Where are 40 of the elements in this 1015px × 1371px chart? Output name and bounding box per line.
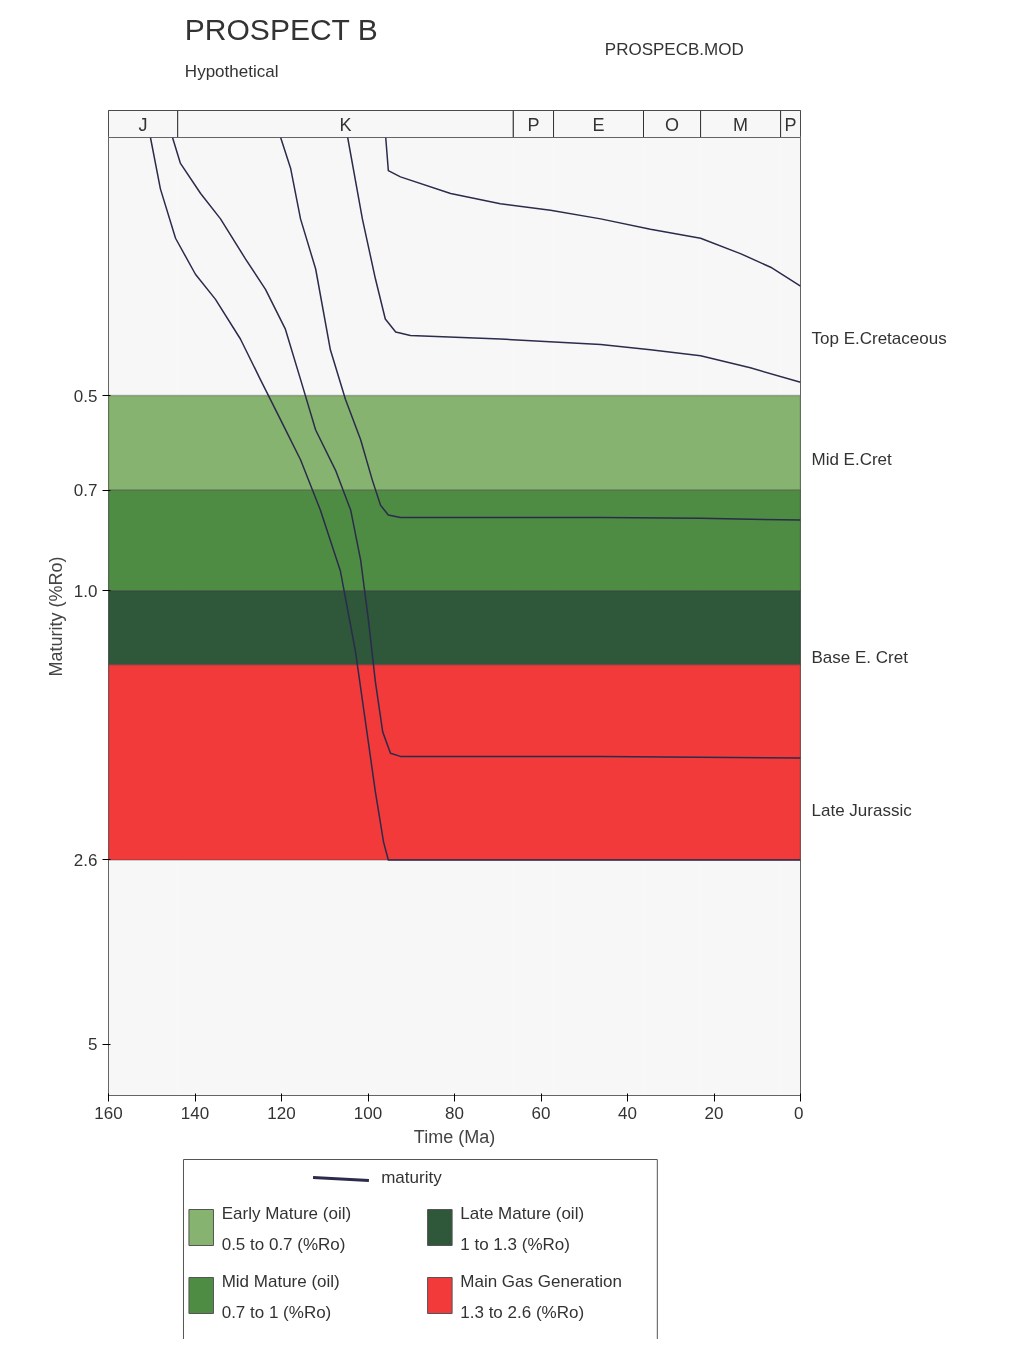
band-label: P	[527, 115, 540, 136]
line-series	[149, 137, 801, 861]
line-series	[171, 137, 801, 759]
text: Top E.Cretaceous	[811, 329, 947, 348]
y-tick-label: 1.0	[73, 581, 98, 601]
line-series	[279, 137, 801, 521]
text: PROSPECB.MOD	[604, 39, 744, 59]
line-series	[346, 137, 801, 384]
band-label: P	[784, 115, 797, 136]
band-label: M	[733, 115, 749, 136]
chart-title: PROSPECT B	[184, 12, 378, 46]
y-tick-label: 2.6	[73, 850, 98, 870]
band-label: K	[339, 115, 352, 136]
x-tick-label: 20	[704, 1103, 724, 1123]
y-tick-label: 5	[88, 1035, 98, 1055]
legend-label: Early Mature (oil) 0.5 to 0.7 (%Ro)	[221, 1204, 352, 1254]
band-label: E	[592, 115, 605, 136]
band-label: J	[138, 115, 148, 136]
x-tick-label: 60	[531, 1103, 551, 1123]
band-label: O	[665, 115, 680, 136]
x-tick-label: 100	[353, 1103, 383, 1123]
line-series	[384, 137, 801, 287]
legend-label: maturity	[381, 1168, 443, 1187]
legend-label: Late Mature (oil) 1 to 1.3 (%Ro)	[460, 1204, 585, 1254]
y-tick-label: 0.5	[73, 386, 98, 406]
x-tick-label: 0	[794, 1103, 804, 1123]
y-axis-title: Maturity (%Ro)	[45, 556, 66, 677]
x-tick-label: 120	[267, 1103, 296, 1123]
x-tick-label: 80	[445, 1103, 464, 1123]
x-tick-label: 140	[180, 1103, 210, 1123]
text: Late Jurassic	[811, 801, 913, 820]
legend-label: Main Gas Generation 1.3 to 2.6 (%Ro)	[460, 1272, 622, 1322]
y-tick-label: 0.7	[73, 481, 98, 501]
chart-subtitle: Hypothetical	[184, 61, 279, 81]
x-axis-title: Time (Ma)	[413, 1126, 496, 1147]
text: Base E. Cret	[811, 648, 909, 667]
text: Mid E.Cret	[811, 450, 893, 469]
legend-label: Mid Mature (oil) 0.7 to 1 (%Ro)	[221, 1272, 340, 1322]
x-tick-label: 40	[618, 1103, 637, 1123]
x-tick-label: 160	[94, 1103, 123, 1123]
